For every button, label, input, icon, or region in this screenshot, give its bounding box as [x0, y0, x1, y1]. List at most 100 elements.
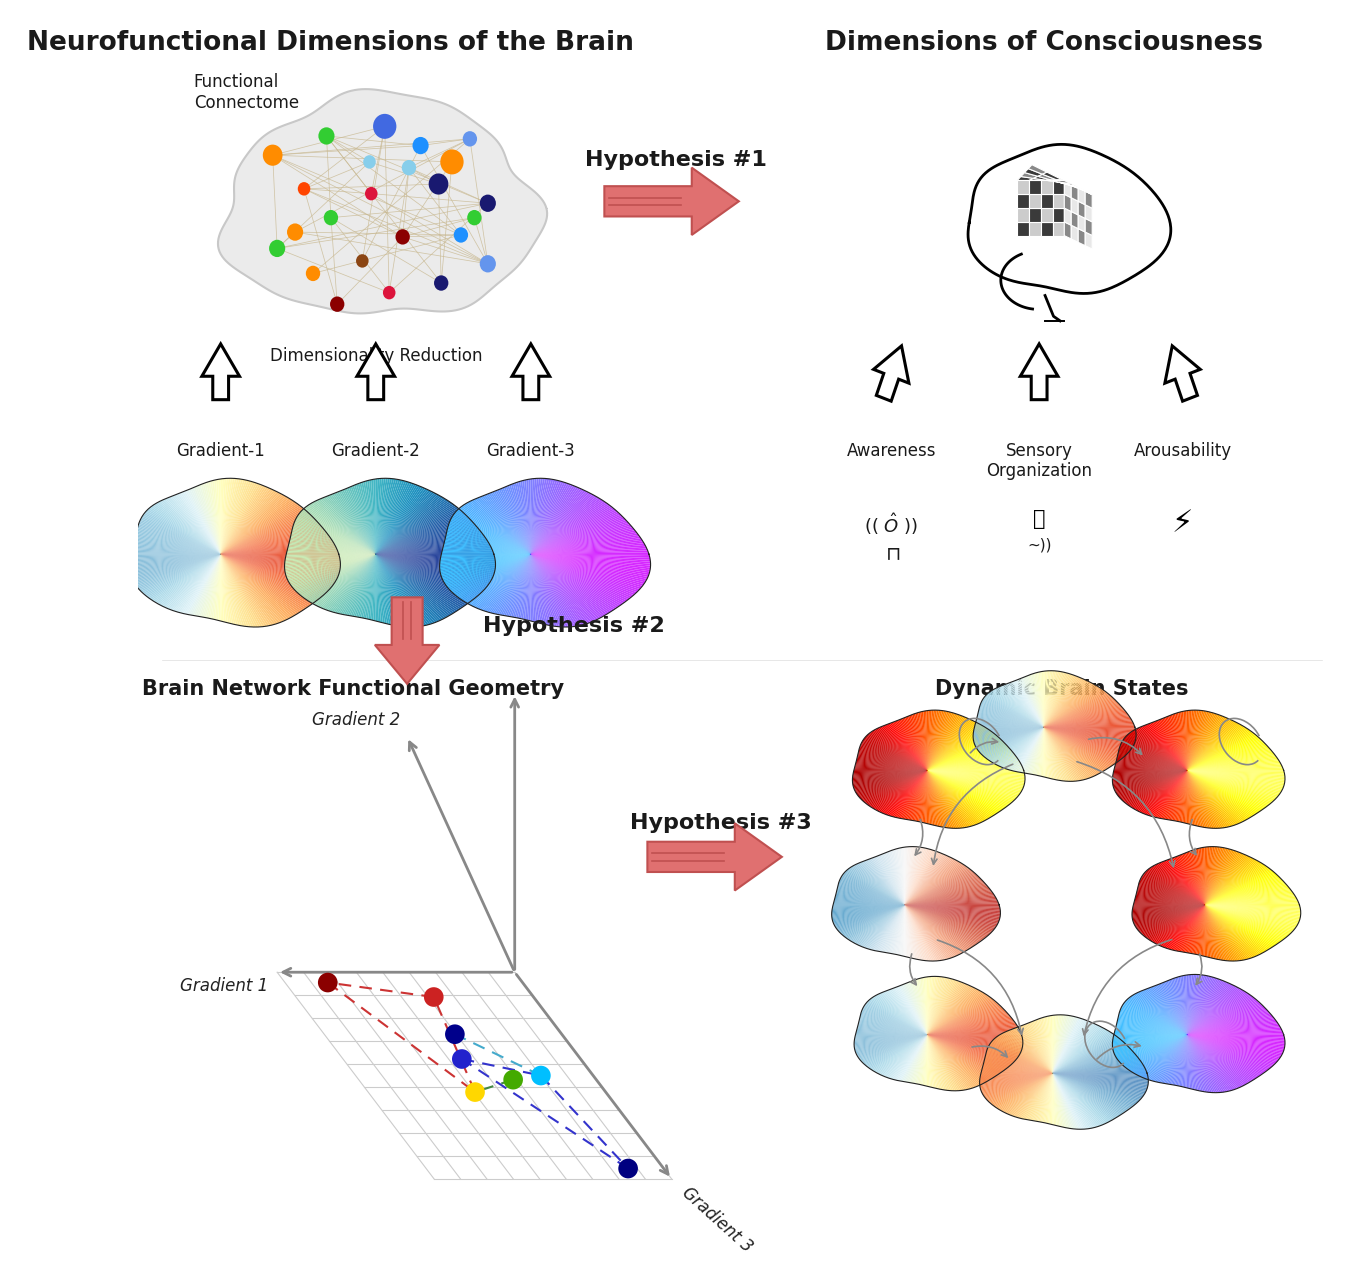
Polygon shape [1034, 727, 1043, 775]
Polygon shape [905, 858, 954, 905]
Polygon shape [531, 554, 555, 626]
Polygon shape [1169, 860, 1205, 905]
Polygon shape [1177, 713, 1188, 770]
Polygon shape [833, 905, 905, 923]
Polygon shape [531, 554, 634, 597]
Polygon shape [1188, 1005, 1263, 1035]
Polygon shape [1053, 1073, 1131, 1109]
Polygon shape [1034, 672, 1043, 727]
Polygon shape [485, 554, 531, 612]
Polygon shape [1188, 770, 1212, 828]
Polygon shape [506, 554, 531, 616]
Polygon shape [1136, 728, 1188, 770]
Polygon shape [206, 554, 221, 618]
Polygon shape [1188, 1035, 1262, 1076]
Polygon shape [1188, 770, 1285, 781]
Polygon shape [1053, 181, 1072, 185]
Polygon shape [1043, 674, 1069, 727]
Polygon shape [1023, 1073, 1053, 1119]
Polygon shape [1188, 1019, 1277, 1035]
Polygon shape [1188, 731, 1251, 770]
Polygon shape [857, 1025, 927, 1035]
Polygon shape [1188, 980, 1223, 1035]
Polygon shape [876, 995, 927, 1035]
Polygon shape [439, 554, 531, 564]
Polygon shape [520, 480, 531, 554]
Polygon shape [1169, 1035, 1188, 1085]
Polygon shape [470, 501, 531, 554]
Polygon shape [905, 886, 989, 905]
Polygon shape [1188, 1035, 1271, 1068]
Polygon shape [985, 1053, 1053, 1073]
Polygon shape [899, 905, 905, 956]
Polygon shape [221, 497, 290, 554]
Polygon shape [221, 507, 303, 554]
Polygon shape [1188, 1035, 1233, 1091]
Polygon shape [905, 905, 999, 924]
Polygon shape [336, 493, 376, 554]
Polygon shape [376, 488, 425, 554]
Polygon shape [1188, 770, 1263, 810]
Polygon shape [1180, 1035, 1188, 1086]
Polygon shape [927, 713, 956, 770]
Polygon shape [859, 905, 905, 945]
Polygon shape [221, 554, 326, 594]
Polygon shape [894, 1035, 927, 1079]
Polygon shape [376, 554, 493, 579]
Polygon shape [1205, 870, 1273, 905]
Polygon shape [1046, 1016, 1053, 1073]
Polygon shape [484, 495, 531, 554]
Polygon shape [927, 1035, 993, 1078]
Polygon shape [376, 554, 422, 627]
Polygon shape [1113, 1035, 1188, 1052]
Polygon shape [221, 544, 334, 554]
Polygon shape [356, 554, 376, 617]
Polygon shape [857, 756, 927, 770]
Polygon shape [531, 478, 537, 554]
Polygon shape [884, 991, 927, 1035]
Polygon shape [1135, 897, 1205, 905]
Polygon shape [439, 554, 531, 570]
Polygon shape [1053, 1015, 1066, 1073]
Polygon shape [857, 753, 927, 770]
Polygon shape [875, 905, 905, 951]
Polygon shape [1039, 1018, 1053, 1073]
Polygon shape [1053, 1024, 1095, 1073]
Polygon shape [905, 847, 911, 905]
Polygon shape [1188, 1035, 1231, 1091]
Polygon shape [927, 1030, 1020, 1035]
Polygon shape [905, 905, 956, 957]
Polygon shape [1188, 1023, 1278, 1035]
Polygon shape [1185, 1035, 1188, 1088]
Polygon shape [1053, 1071, 1147, 1073]
Polygon shape [1188, 1035, 1211, 1092]
Polygon shape [1053, 1015, 1062, 1073]
Polygon shape [531, 554, 549, 626]
Polygon shape [914, 1035, 927, 1083]
Polygon shape [927, 710, 941, 770]
Polygon shape [1140, 905, 1205, 934]
Polygon shape [1043, 671, 1060, 727]
Polygon shape [487, 554, 531, 612]
Polygon shape [865, 905, 905, 948]
Polygon shape [927, 986, 972, 1035]
Polygon shape [1132, 905, 1205, 909]
Polygon shape [1008, 1073, 1053, 1115]
Polygon shape [867, 770, 927, 805]
Polygon shape [1174, 770, 1188, 820]
Polygon shape [985, 1057, 1053, 1073]
Polygon shape [1186, 975, 1189, 1035]
Polygon shape [531, 554, 650, 556]
Polygon shape [1205, 861, 1259, 905]
Polygon shape [1188, 1035, 1282, 1057]
Polygon shape [221, 554, 247, 627]
Polygon shape [221, 485, 264, 554]
Polygon shape [1165, 770, 1188, 819]
Polygon shape [1188, 983, 1232, 1035]
Polygon shape [131, 554, 221, 556]
Polygon shape [1205, 847, 1206, 905]
Polygon shape [1181, 905, 1205, 952]
Polygon shape [927, 770, 952, 828]
Polygon shape [905, 876, 980, 905]
Polygon shape [1022, 678, 1043, 727]
